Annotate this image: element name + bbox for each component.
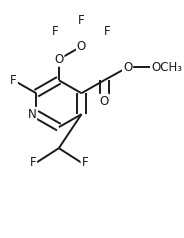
Text: N: N (27, 108, 36, 121)
Text: F: F (104, 25, 111, 38)
Text: F: F (82, 156, 88, 169)
Text: O: O (54, 53, 63, 66)
Text: OCH₃: OCH₃ (151, 61, 182, 74)
Text: O: O (123, 61, 132, 74)
Text: O: O (123, 61, 132, 74)
Text: O: O (77, 40, 86, 53)
Text: F: F (78, 14, 85, 27)
Text: F: F (52, 25, 59, 38)
Text: F: F (30, 156, 36, 169)
Text: O: O (100, 95, 109, 108)
Text: O: O (100, 95, 109, 108)
Text: F: F (10, 74, 17, 87)
